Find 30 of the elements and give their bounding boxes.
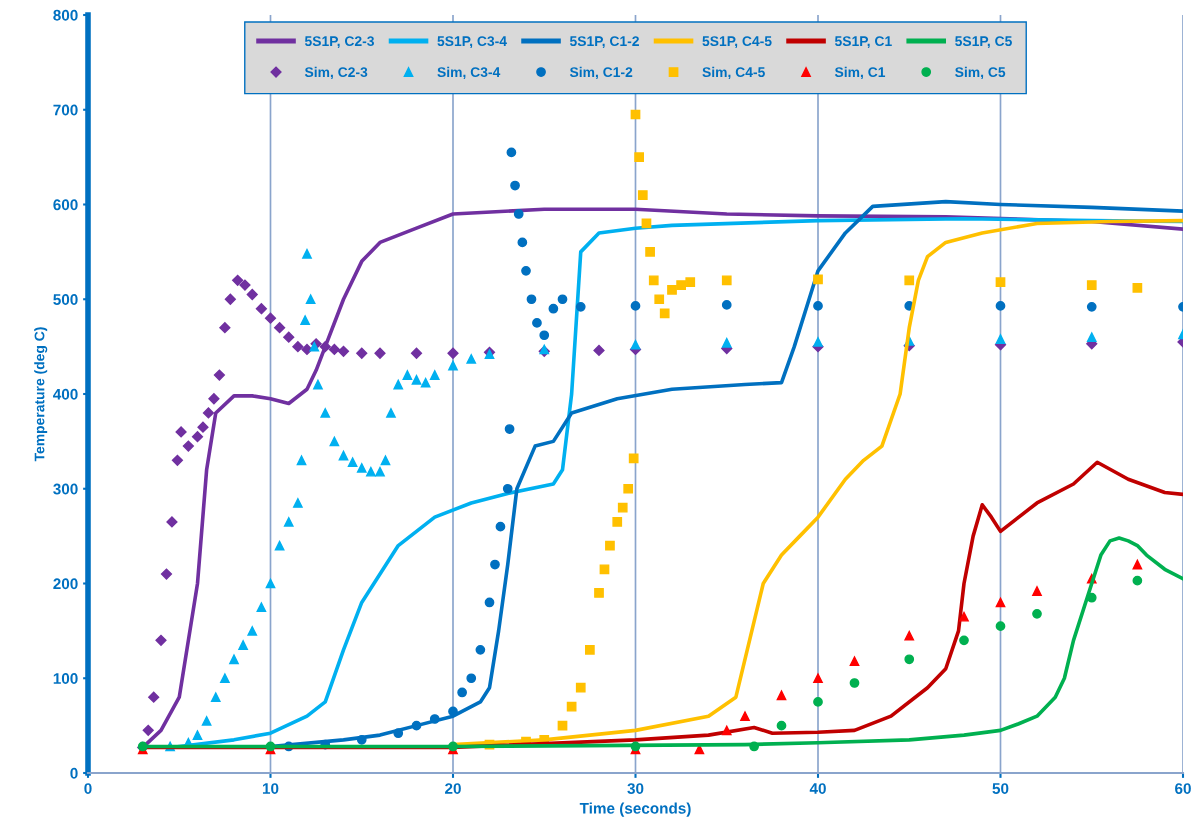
legend-label: Sim, C3-4 [437,66,501,80]
y-tick-label: 200 [53,578,78,590]
legend-label: Sim, C1 [834,66,886,80]
x-tick-label: 10 [262,783,279,794]
legend-label: Sim, C5 [955,66,1006,80]
y-tick-label: 600 [53,199,78,211]
y-tick-label: 0 [70,767,78,779]
legend-label: Sim, C4-5 [702,66,765,80]
y-tick-label: 500 [53,294,78,305]
x-tick-label: 30 [627,783,644,794]
y-tick-label: 700 [53,104,78,116]
x-tick-label: 20 [445,783,461,794]
y-tick-label: 100 [53,673,78,684]
x-axis-title: Time (seconds) [579,802,691,817]
x-tick-label: 60 [1175,783,1191,794]
x-tick-label: 50 [992,783,1009,794]
legend-label: 5S1P, C4-5 [702,36,772,49]
legend-label: 5S1P, C1-2 [569,36,639,49]
y-axis-title: Temperature (deg C) [34,327,48,462]
legend-label: 5S1P, C1 [834,36,892,49]
legend-label: Sim, C1-2 [569,66,633,80]
x-tick-label: 0 [84,783,92,794]
legend-label: 5S1P, C3-4 [437,36,507,49]
legend-label: Sim, C2-3 [304,66,368,80]
y-tick-label: 400 [53,388,78,400]
x-tick-label: 40 [809,783,826,794]
legend-label: 5S1P, C5 [955,36,1012,49]
y-tick-label: 300 [53,483,78,495]
legend-label: 5S1P, C2-3 [304,36,374,49]
y-tick-label: 800 [53,9,78,21]
